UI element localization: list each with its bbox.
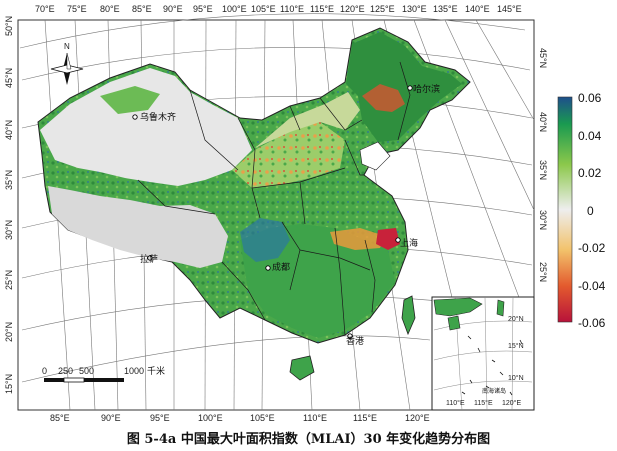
legend-tick: -0.06 <box>578 316 606 330</box>
svg-text:千米: 千米 <box>147 365 165 377</box>
yangtze-orange <box>330 228 385 250</box>
svg-text:85°E: 85°E <box>132 4 152 14</box>
top-longitude-labels: 70°E 75°E 80°E 85°E 90°E 95°E 100°E 105°… <box>35 4 522 14</box>
northeast-forest <box>346 32 462 142</box>
shanghai-red <box>376 228 400 250</box>
svg-text:25°N: 25°N <box>4 270 14 290</box>
northwest-arid <box>40 68 252 186</box>
svg-text:140°E: 140°E <box>465 4 490 14</box>
bohai-sea <box>359 141 391 171</box>
urumqi-label: 乌鲁木齐 <box>140 111 176 123</box>
northeast-red <box>362 84 405 112</box>
svg-text:35°N: 35°N <box>538 160 548 180</box>
svg-text:N: N <box>64 42 70 51</box>
scale-bar: 0 250 500 1000 千米 <box>42 365 165 383</box>
province-boundaries <box>137 61 411 336</box>
harbin-marker <box>407 85 413 91</box>
svg-text:40°N: 40°N <box>538 112 548 132</box>
city-markers: 乌鲁木齐 哈尔滨 上海 拉萨 成都 香港 <box>132 83 440 347</box>
shanghai-marker <box>395 237 401 243</box>
bottom-longitude-labels: 85°E 90°E 95°E 100°E 105°E 110°E 115°E 1… <box>50 413 430 423</box>
svg-text:115°E: 115°E <box>310 4 334 14</box>
svg-text:105°E: 105°E <box>251 4 276 14</box>
legend-colorbar <box>557 96 573 323</box>
shanghai-label: 上海 <box>400 237 418 249</box>
svg-text:110°E: 110°E <box>446 399 465 407</box>
legend-tick: 0.02 <box>578 166 602 180</box>
harbin-label: 哈尔滨 <box>413 83 440 95</box>
legend-tick: -0.04 <box>578 279 606 293</box>
svg-text:120°E: 120°E <box>502 399 521 407</box>
svg-text:30°N: 30°N <box>4 220 14 240</box>
left-latitude-labels: 50°N 45°N 40°N 35°N 30°N 25°N 20°N 15°N <box>4 16 14 394</box>
svg-text:25°N: 25°N <box>538 262 548 282</box>
svg-text:15°N: 15°N <box>4 374 14 394</box>
svg-text:40°N: 40°N <box>4 120 14 140</box>
inner-mongolia-mixed <box>255 92 360 148</box>
svg-text:45°N: 45°N <box>538 48 548 68</box>
svg-text:70°E: 70°E <box>35 4 55 14</box>
svg-text:80°E: 80°E <box>100 4 120 14</box>
color-legend: 0.06 0.04 0.02 0 -0.02 -0.04 -0.06 <box>557 91 606 330</box>
chengdu-label: 成都 <box>272 261 290 273</box>
svg-text:45°N: 45°N <box>4 68 14 88</box>
sichuan-blue <box>240 218 290 262</box>
legend-tick: 0 <box>587 204 594 218</box>
legend-tick: 0.04 <box>578 129 602 143</box>
svg-text:1000: 1000 <box>124 366 144 376</box>
svg-text:115°E: 115°E <box>474 399 493 407</box>
hongkong-marker <box>347 333 353 339</box>
tibet-plateau <box>48 186 228 268</box>
svg-text:135°E: 135°E <box>433 4 458 14</box>
svg-text:125°E: 125°E <box>370 4 395 14</box>
svg-text:30°N: 30°N <box>538 210 548 230</box>
svg-text:100°E: 100°E <box>198 413 223 423</box>
right-latitude-labels: 45°N 40°N 35°N 30°N 25°N <box>538 48 548 282</box>
svg-text:250: 250 <box>58 366 73 376</box>
urumqi-marker <box>132 114 138 120</box>
lhasa-label: 拉萨 <box>140 253 158 265</box>
chengdu-marker <box>265 265 271 271</box>
loess-mixed <box>232 122 345 188</box>
svg-text:85°E: 85°E <box>50 413 70 423</box>
svg-text:100°E: 100°E <box>222 4 247 14</box>
north-arrow: N <box>50 42 84 85</box>
hongkong-label: 香港 <box>346 335 364 347</box>
svg-text:130°E: 130°E <box>402 4 427 14</box>
legend-tick: -0.02 <box>578 241 606 255</box>
svg-text:75°E: 75°E <box>67 4 87 14</box>
taiwan-island <box>401 295 416 336</box>
svg-text:115°E: 115°E <box>353 413 377 423</box>
svg-text:110°E: 110°E <box>280 4 304 14</box>
svg-text:0: 0 <box>42 366 47 376</box>
svg-text:90°E: 90°E <box>101 413 121 423</box>
svg-text:105°E: 105°E <box>250 413 275 423</box>
svg-text:50°N: 50°N <box>4 16 14 36</box>
svg-text:145°E: 145°E <box>497 4 522 14</box>
svg-text:15°N: 15°N <box>508 342 524 350</box>
svg-text:35°N: 35°N <box>4 170 14 190</box>
svg-text:20°N: 20°N <box>508 315 524 323</box>
svg-text:95°E: 95°E <box>193 4 213 14</box>
xinjiang-green-patch <box>100 86 160 114</box>
svg-text:90°E: 90°E <box>163 4 183 14</box>
svg-text:95°E: 95°E <box>150 413 170 423</box>
svg-text:500: 500 <box>79 366 94 376</box>
figure-caption: 图 5-4a 中国最大叶面积指数（MLAI）30 年变化趋势分布图 <box>126 432 491 447</box>
svg-text:10°N: 10°N <box>508 374 524 382</box>
svg-text:110°E: 110°E <box>303 413 327 423</box>
china-landmass <box>37 27 471 381</box>
svg-text:120°E: 120°E <box>340 4 365 14</box>
svg-text:20°N: 20°N <box>4 322 14 342</box>
svg-text:120°E: 120°E <box>405 413 430 423</box>
lhasa-marker <box>147 255 153 261</box>
south-china-sea-inset: 20°N 15°N 10°N 110°E 115°E 120°E 南海诸岛 <box>431 296 535 411</box>
hainan-island <box>289 355 315 381</box>
svg-text:南海诸岛: 南海诸岛 <box>482 387 506 395</box>
legend-tick: 0.06 <box>578 91 602 105</box>
